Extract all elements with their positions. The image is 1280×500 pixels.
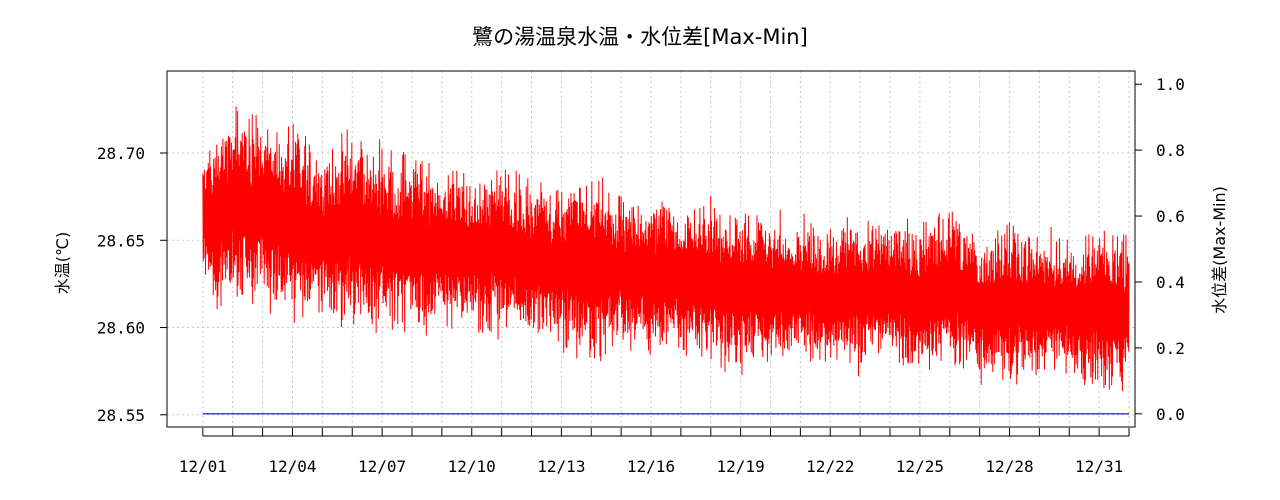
plot-frame: [166, 70, 1136, 428]
left-tick-label: 28.60: [97, 319, 145, 338]
right-tick-label: 0.6: [1156, 207, 1185, 226]
left-axis-title: 水温(℃): [53, 232, 72, 294]
left-tick-label: 28.70: [97, 144, 145, 163]
left-tick-label: 28.55: [97, 406, 145, 425]
x-tick-label: 12/07: [358, 457, 406, 476]
data-layer: [202, 106, 1130, 415]
grid-layer: [167, 71, 1135, 427]
x-tick-label: 12/19: [717, 457, 765, 476]
x-tick-label: 12/01: [179, 457, 227, 476]
right-tick-label: 1.0: [1156, 75, 1185, 94]
x-tick-label: 12/16: [627, 457, 675, 476]
right-tick-label: 0.2: [1156, 339, 1185, 358]
x-tick-label: 12/31: [1075, 457, 1123, 476]
x-tick-label: 12/13: [537, 457, 585, 476]
water-temperature-series-line: [202, 106, 1130, 392]
right-tick-label: 0.0: [1156, 405, 1185, 424]
x-tick-label: 12/28: [985, 457, 1033, 476]
axis-layer: 12/01 12/04 12/07 12/10 12/13 12/16 12/19 12/22…: [97, 75, 1185, 476]
right-tick-label: 0.4: [1156, 273, 1185, 292]
chart-title: 鷺の湯温泉水温・水位差[Max-Min]: [472, 25, 808, 49]
right-tick-label: 0.8: [1156, 141, 1185, 160]
x-tick-label: 12/10: [448, 457, 496, 476]
x-tick-label: 12/04: [268, 457, 316, 476]
x-tick-label: 12/22: [806, 457, 854, 476]
right-axis-title: 水位差(Max-Min): [1210, 186, 1229, 314]
left-tick-label: 28.65: [97, 231, 145, 250]
x-tick-label: 12/25: [896, 457, 944, 476]
